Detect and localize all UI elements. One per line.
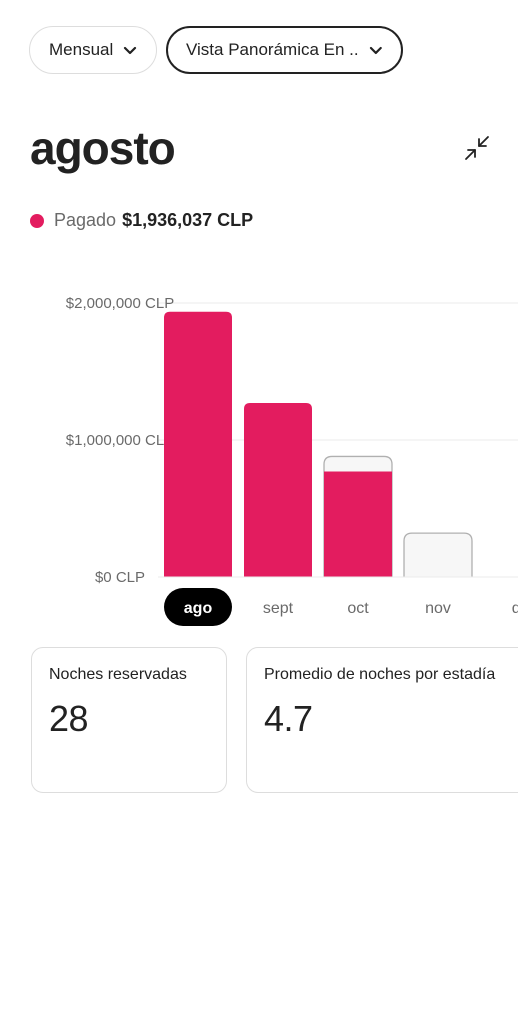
x-tick-label[interactable]: nov (425, 600, 451, 617)
collapse-icon[interactable] (462, 133, 492, 163)
y-tick-label: $2,000,000 CLP (66, 295, 174, 312)
chart-bar-paid[interactable] (244, 403, 312, 577)
chevron-down-icon (370, 46, 383, 55)
stat-value: 4.7 (264, 698, 313, 739)
period-filter-button[interactable]: Mensual (29, 26, 157, 74)
period-filter-label: Mensual (49, 40, 114, 59)
stat-value: 28 (49, 698, 89, 739)
stat-label: Noches reservadas (49, 666, 187, 683)
chevron-down-icon (124, 46, 137, 55)
earnings-bar-chart: $2,000,000 CLP $1,000,000 CLP $0 CLP ago sep… (66, 295, 518, 626)
legend-dot (30, 213, 44, 228)
x-tick-label[interactable]: di (512, 600, 518, 617)
chart-bar-paid[interactable] (164, 311, 232, 577)
stat-label: Promedio de noches por estadía (264, 666, 496, 683)
chart-legend: Pagado $1,936,037 CLP (30, 210, 253, 231)
x-tick-label[interactable]: sept (263, 600, 294, 617)
view-filter-label: Vista Panorámica En ... (186, 40, 360, 59)
page-title: agosto (30, 122, 176, 174)
legend-label: Pagado (54, 210, 117, 230)
stat-card-nights: Noches reservadas 28 (31, 647, 227, 793)
view-filter-button[interactable]: Vista Panorámica En ... (166, 26, 403, 74)
legend-value: $1,936,037 CLP (122, 210, 254, 230)
chart-bar-pending[interactable] (403, 532, 473, 577)
chart-bar-paid[interactable] (324, 471, 392, 577)
y-tick-label: $1,000,000 CLP (66, 432, 174, 449)
y-tick-label: $0 CLP (95, 569, 145, 586)
selected-month-pill[interactable] (164, 588, 232, 626)
x-tick-label[interactable]: oct (347, 600, 369, 617)
x-tick-label[interactable]: ago (184, 600, 213, 617)
stat-card-avg-nights: Promedio de noches por estadía 4.7 (246, 647, 518, 793)
